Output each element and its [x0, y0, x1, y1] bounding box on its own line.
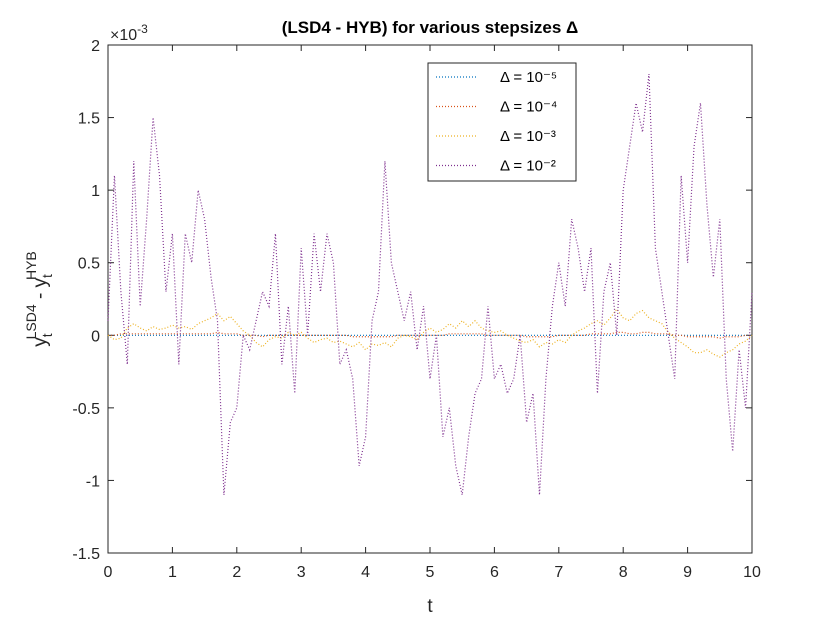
y-tick-label: -1	[86, 473, 100, 490]
legend-label: Δ = 10⁻⁵	[500, 69, 557, 86]
chart-title: (LSD4 - HYB) for various stepsizes Δ	[282, 18, 579, 37]
y-axis-label-part: t	[39, 333, 55, 337]
y-multiplier-exponent: -3	[137, 22, 148, 36]
x-tick-label: 4	[361, 564, 370, 581]
y-tick-label: 2	[91, 38, 100, 55]
x-tick-label: 2	[232, 564, 241, 581]
y-axis-label-part: LSD4	[23, 304, 39, 339]
y-axis-label-part: t	[39, 274, 55, 278]
y-tick-label: 0.5	[78, 256, 100, 273]
y-axis-label-part: - y	[30, 277, 51, 304]
x-tick-label: 0	[104, 564, 113, 581]
x-tick-label: 3	[297, 564, 306, 581]
y-tick-label: -0.5	[72, 401, 100, 418]
x-axis-label: t	[427, 596, 433, 617]
x-tick-label: 5	[426, 564, 435, 581]
y-axis-label-part: HYB	[23, 251, 39, 280]
legend-label: Δ = 10⁻²	[500, 158, 556, 175]
legend-box	[427, 62, 577, 182]
x-tick-label: 9	[683, 564, 692, 581]
x-tick-label: 1	[168, 564, 177, 581]
y-multiplier: ×10-3	[110, 22, 148, 44]
legend-label: Δ = 10⁻³	[500, 128, 556, 145]
y-axis-label-part: y	[30, 337, 51, 347]
y-tick-label: 0	[91, 328, 100, 345]
legend-label: Δ = 10⁻⁴	[500, 99, 557, 116]
y-tick-label: 1.5	[78, 111, 100, 128]
series-line	[107, 73, 753, 496]
x-tick-label: 10	[743, 564, 761, 581]
x-tick-label: 7	[554, 564, 563, 581]
y-tick-label: 1	[91, 183, 100, 200]
x-tick-label: 6	[490, 564, 499, 581]
y-tick-label: -1.5	[72, 546, 100, 563]
series-line	[107, 308, 753, 358]
x-tick-label: 8	[619, 564, 628, 581]
y-axis-label: ytLSD4 - ytHYB	[23, 251, 55, 347]
y-multiplier-base: ×10	[110, 27, 137, 44]
